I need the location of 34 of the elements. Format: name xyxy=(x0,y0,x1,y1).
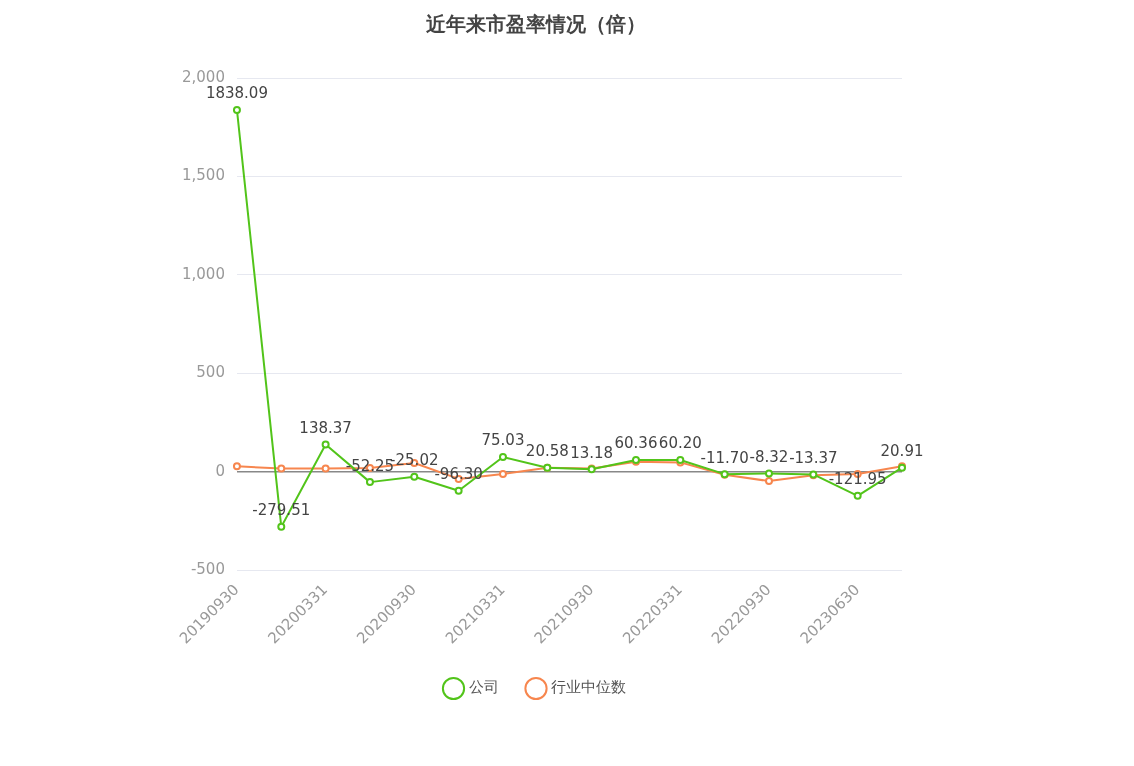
point xyxy=(277,522,286,531)
data-label: 75.03 xyxy=(481,431,525,450)
data-label: 60.36 xyxy=(614,434,658,453)
data-label: 13.18 xyxy=(570,443,614,462)
point xyxy=(232,105,241,114)
point xyxy=(498,470,507,478)
data-label: -11.70 xyxy=(700,448,749,467)
data-label: -13.37 xyxy=(789,448,838,467)
legend-label: 公司 xyxy=(468,678,499,697)
point xyxy=(764,477,773,486)
point xyxy=(277,464,286,473)
y-tick-label: 0 xyxy=(215,461,225,480)
y-tick-label: 1,000 xyxy=(181,264,225,283)
chart-title: 近年来市盈率情况（倍） xyxy=(425,12,646,37)
data-label: 20.91 xyxy=(880,442,924,461)
y-tick-label: 2,000 xyxy=(181,67,225,86)
point xyxy=(321,440,330,449)
y-tick-label: 500 xyxy=(196,363,225,382)
point xyxy=(853,491,862,500)
y-tick-label: -500 xyxy=(190,560,225,579)
point xyxy=(764,469,773,478)
legend-label: 行业中位数 xyxy=(551,678,626,697)
point xyxy=(365,478,374,487)
data-label: -8.32 xyxy=(749,447,789,466)
point xyxy=(410,472,419,481)
point xyxy=(232,462,241,471)
point xyxy=(321,464,330,473)
point xyxy=(498,453,507,462)
y-tick-label: 1,500 xyxy=(181,166,225,185)
data-label: 20.58 xyxy=(525,442,569,461)
data-label: 1838.09 xyxy=(205,84,268,103)
point xyxy=(454,486,463,495)
data-label: 60.20 xyxy=(658,434,702,453)
data-label: 138.37 xyxy=(299,418,352,437)
